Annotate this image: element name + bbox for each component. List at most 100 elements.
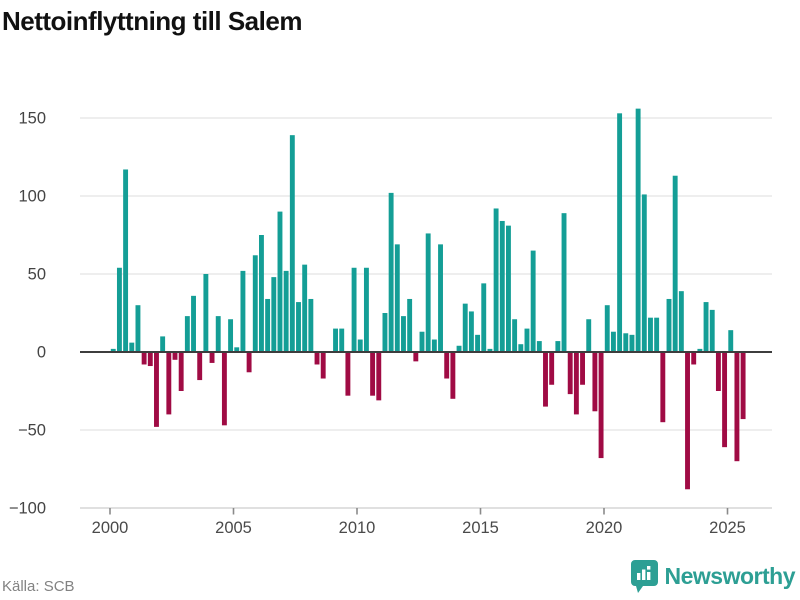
bar xyxy=(191,295,196,352)
bar xyxy=(740,352,746,420)
bar xyxy=(394,244,400,352)
y-tick-label: 150 xyxy=(18,110,46,128)
bar xyxy=(289,135,295,352)
x-tick-label: 2005 xyxy=(215,519,252,537)
bar xyxy=(363,267,369,352)
x-axis-tick-marks xyxy=(109,508,729,515)
bar xyxy=(691,352,697,365)
bar xyxy=(592,352,598,412)
bar xyxy=(166,352,172,415)
bar xyxy=(462,303,468,352)
brand-logo[interactable]: Newsworthy xyxy=(630,560,796,593)
bar xyxy=(506,225,511,352)
y-tick-label: −100 xyxy=(9,500,46,518)
bar xyxy=(234,347,240,352)
bar xyxy=(530,250,536,352)
bar-chart-badge-icon xyxy=(630,560,658,593)
bar xyxy=(252,255,258,352)
x-tick-label: 2010 xyxy=(339,519,376,537)
bar xyxy=(549,352,555,385)
bar xyxy=(610,331,616,352)
bar xyxy=(598,352,604,459)
source-note: Källa: SCB xyxy=(2,578,75,595)
bar xyxy=(129,342,135,352)
bar xyxy=(573,352,579,415)
bar xyxy=(654,317,660,352)
bar xyxy=(499,220,505,352)
bar xyxy=(209,352,215,363)
bar xyxy=(345,352,351,396)
x-tick-label: 2000 xyxy=(92,519,129,537)
bar xyxy=(184,316,190,352)
bar xyxy=(333,328,338,352)
bar xyxy=(215,316,221,352)
bar xyxy=(240,270,246,352)
bar xyxy=(475,334,481,352)
bar xyxy=(283,270,289,352)
bar xyxy=(709,309,715,352)
bar xyxy=(178,352,184,391)
bar xyxy=(567,352,573,395)
bar xyxy=(388,192,394,352)
bar xyxy=(586,319,592,352)
bar xyxy=(308,298,314,352)
bar xyxy=(147,352,153,367)
bar xyxy=(456,345,462,352)
bar xyxy=(734,352,740,462)
bar xyxy=(203,274,209,352)
bar xyxy=(271,277,277,352)
y-tick-label: 100 xyxy=(18,188,46,206)
bar xyxy=(172,352,178,360)
y-tick-label: −50 xyxy=(18,422,46,440)
bar xyxy=(635,108,641,352)
bar xyxy=(524,328,530,352)
bar xyxy=(370,352,376,396)
bar xyxy=(641,194,647,352)
y-tick-label: 50 xyxy=(28,266,46,284)
bar xyxy=(116,267,122,352)
bar xyxy=(357,339,363,352)
bar xyxy=(512,319,518,352)
bar xyxy=(425,233,431,352)
bar xyxy=(660,352,666,423)
bar xyxy=(296,302,301,352)
bar xyxy=(320,352,326,379)
bar xyxy=(221,352,227,426)
bar xyxy=(302,264,308,352)
bar xyxy=(123,169,129,352)
bar xyxy=(678,291,684,352)
bar xyxy=(246,352,252,373)
bar xyxy=(536,341,542,352)
bar xyxy=(543,352,548,407)
bar xyxy=(413,352,419,362)
bar xyxy=(401,316,406,352)
bar xyxy=(518,344,524,352)
bar xyxy=(697,348,703,352)
bar xyxy=(110,348,116,352)
bar xyxy=(351,267,357,352)
x-tick-label: 2020 xyxy=(586,519,623,537)
bar xyxy=(623,333,629,352)
bar-series xyxy=(110,108,746,490)
bar xyxy=(154,352,159,427)
bar xyxy=(555,341,561,352)
x-tick-label: 2025 xyxy=(709,519,746,537)
bar xyxy=(228,319,234,352)
bar xyxy=(648,317,653,352)
bar xyxy=(438,244,443,352)
bar xyxy=(481,283,487,352)
bar xyxy=(672,175,678,352)
bar xyxy=(617,113,623,352)
y-tick-label: 0 xyxy=(37,344,46,362)
bar xyxy=(339,328,345,352)
bar xyxy=(561,213,567,352)
bar xyxy=(277,211,283,352)
bar xyxy=(450,352,456,399)
bar xyxy=(314,352,320,365)
y-axis-tick-labels: 150 100 50 0 −50 −100 xyxy=(9,110,46,518)
bar xyxy=(580,352,585,385)
bar xyxy=(141,352,147,365)
brand-name: Newsworthy xyxy=(664,563,796,589)
bar xyxy=(444,352,450,379)
